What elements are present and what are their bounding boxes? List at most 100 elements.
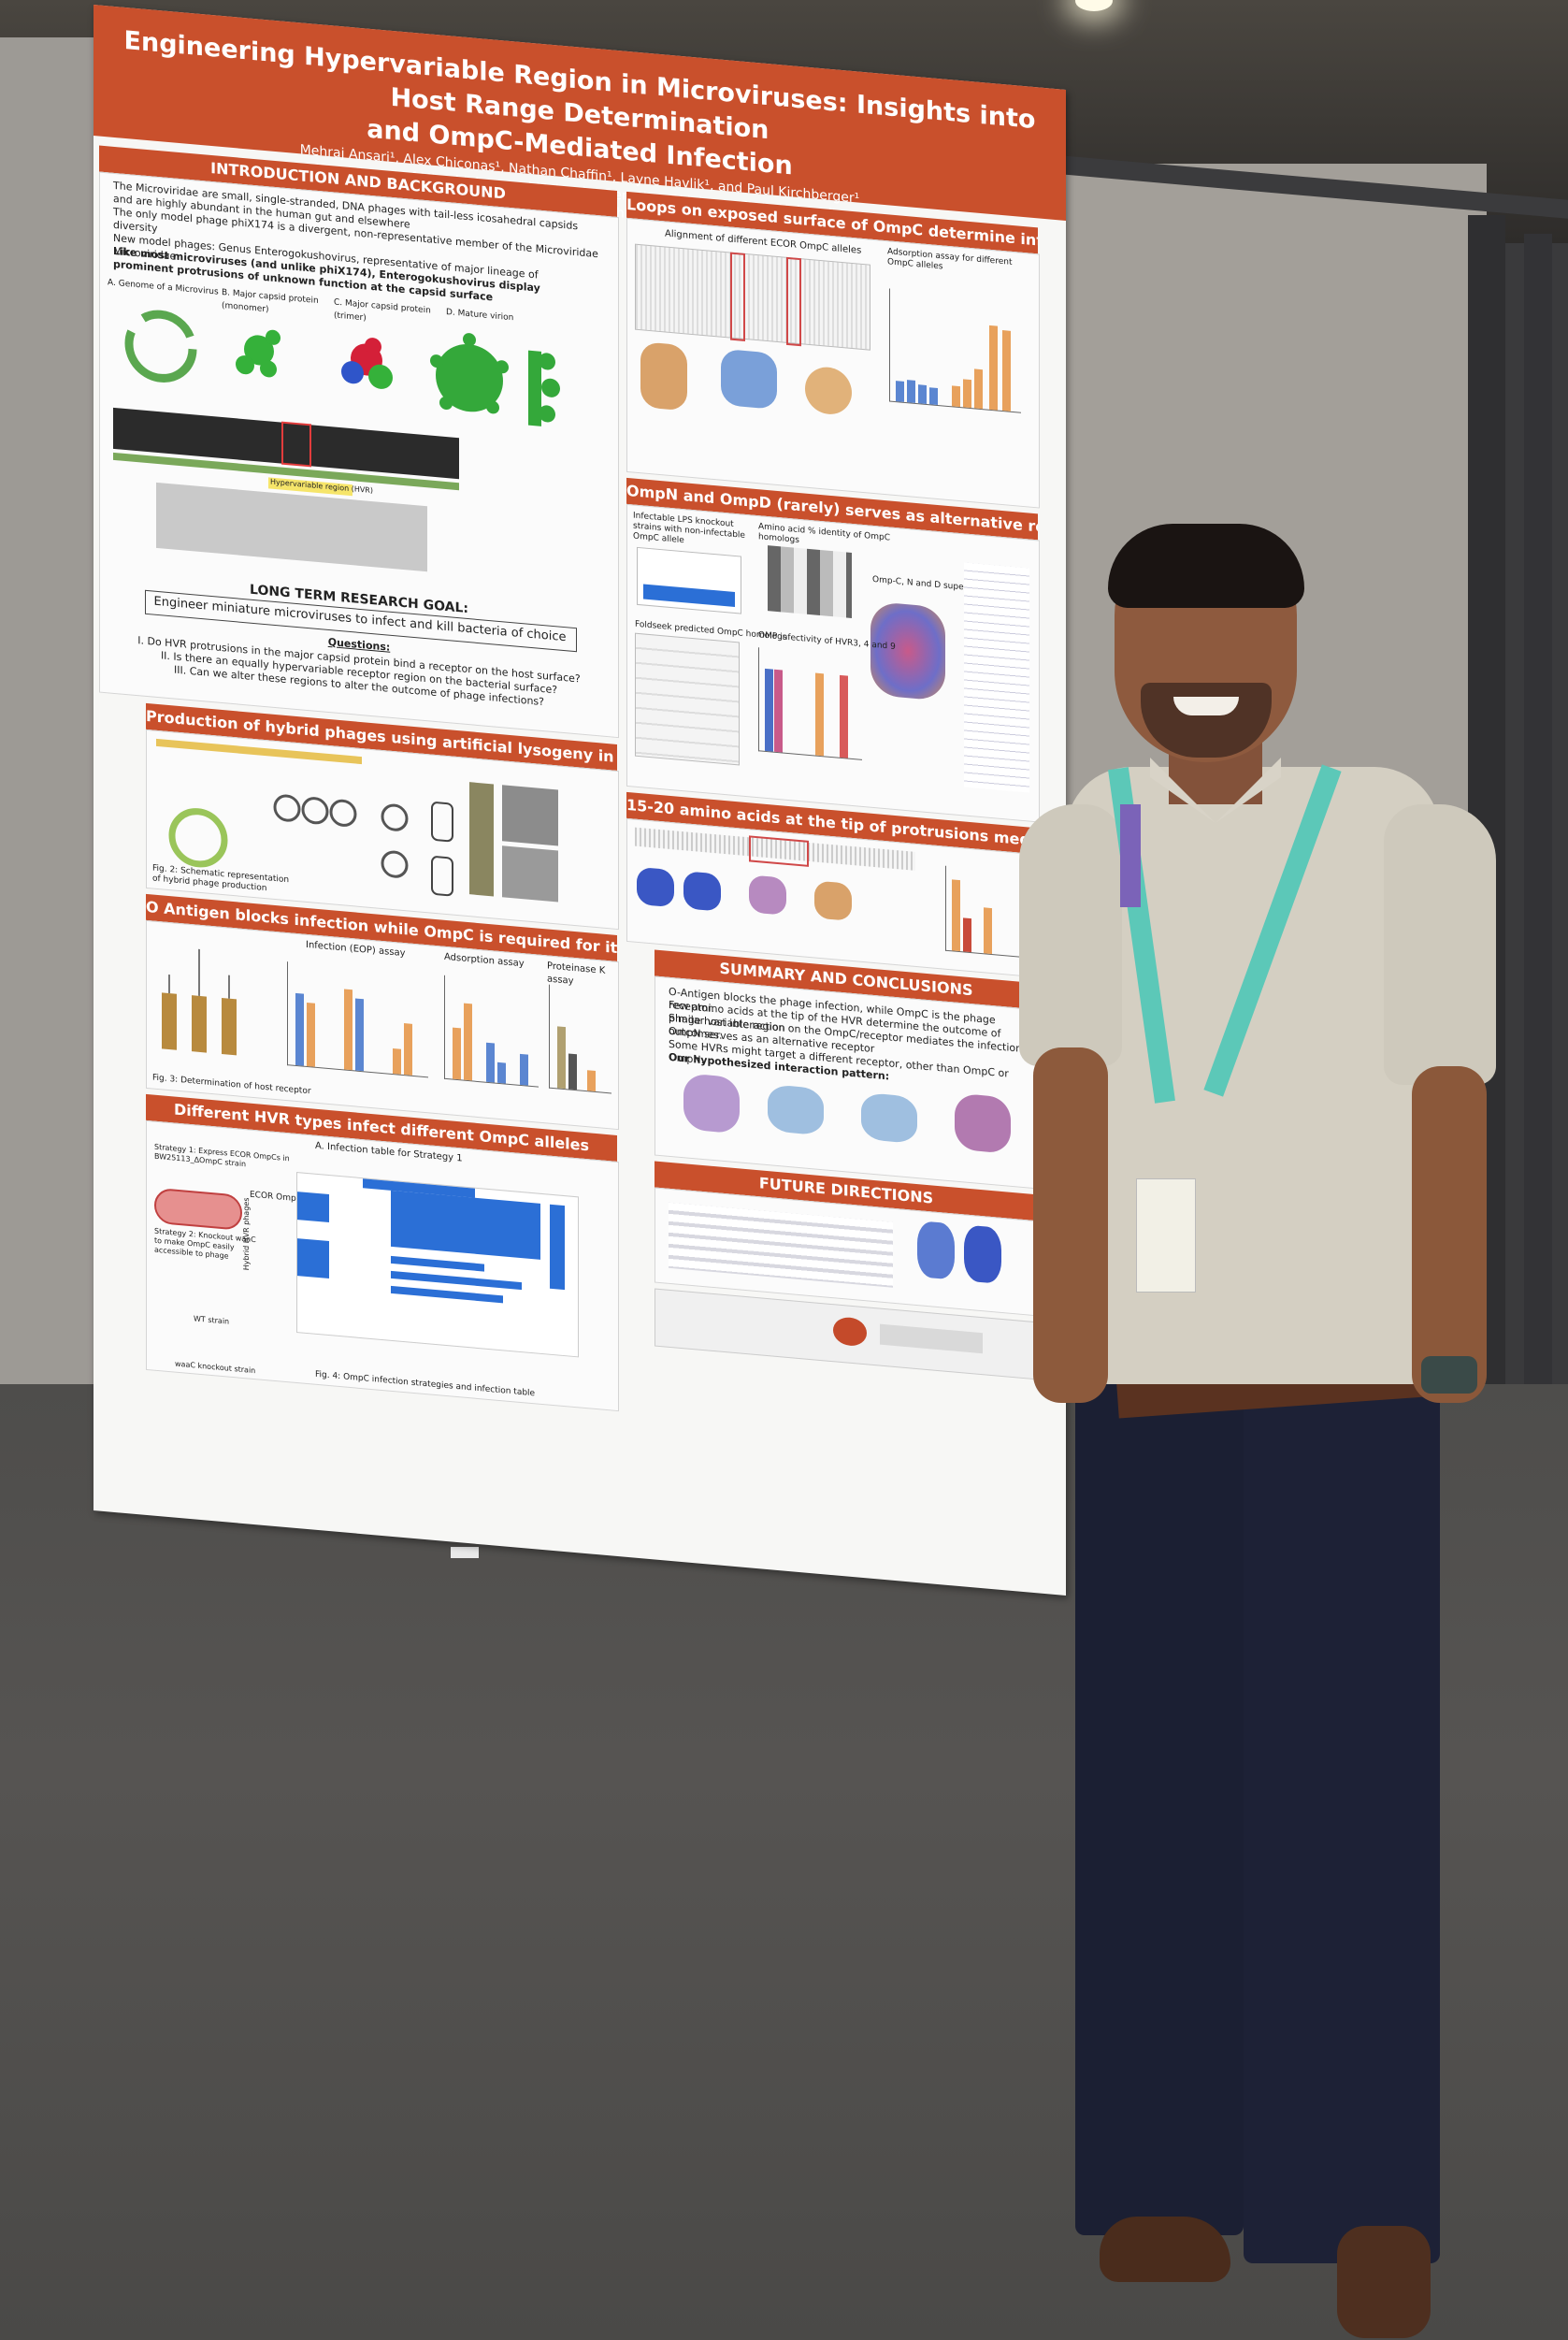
eop-bar-chart	[287, 961, 428, 1078]
chart-bar	[453, 1027, 461, 1080]
virion-closeup	[528, 350, 560, 426]
plaque-image	[502, 845, 558, 903]
presenter-left-arm	[1033, 1047, 1108, 1403]
tip-highlight	[749, 835, 809, 867]
chart-bar	[840, 674, 848, 758]
wt-strain-label: WT strain	[194, 1314, 230, 1326]
ompc-structure	[721, 348, 777, 410]
name-badge	[1136, 1178, 1196, 1293]
hvr-label-box	[268, 477, 352, 497]
ompc-structure	[805, 365, 852, 416]
loops-adsorption-label: Adsorption assay for different OmpC alle…	[887, 247, 1013, 272]
department-logo	[880, 1323, 983, 1354]
capsid-monomer	[236, 329, 281, 378]
chart-bar	[587, 1070, 596, 1091]
ceiling-light	[1075, 0, 1113, 11]
chart-bar	[984, 906, 992, 955]
summary-panel: O-Antigen blocks the phage infection, wh…	[655, 975, 1040, 1190]
adsorption-chart	[889, 288, 1021, 413]
research-poster: Engineering Hypervariable Region in Micr…	[94, 5, 1066, 1596]
sequence-alignment	[156, 482, 427, 572]
presenter-left-sleeve	[1019, 804, 1122, 1066]
chart-bar	[765, 668, 773, 752]
presenter-right-shoe	[1337, 2226, 1431, 2338]
gene-map	[113, 452, 459, 491]
plaque-image	[502, 785, 558, 846]
table-block	[297, 1238, 329, 1279]
chart-bar	[963, 917, 971, 953]
hybrid-panel: Fig. 2: Schematic representation of hybr…	[146, 729, 619, 931]
chart-bar	[393, 1047, 401, 1075]
presenter-right-leg	[1244, 1365, 1440, 2263]
strategy1-text: Strategy 1: Express ECOR OmpCs in BW2511…	[154, 1142, 290, 1169]
table-block	[297, 1192, 329, 1223]
chart-bar	[907, 380, 915, 403]
plasmid-circle	[168, 808, 228, 868]
adsorption-bar-chart	[444, 975, 539, 1088]
tube-icons	[431, 802, 453, 897]
chart-bar	[295, 992, 304, 1066]
chart-bar	[963, 379, 971, 409]
identity-heatmap	[768, 545, 852, 618]
chart-bar	[568, 1052, 577, 1091]
presenter	[1010, 524, 1568, 2338]
chart-bar	[464, 1003, 472, 1081]
plate-image	[469, 782, 494, 897]
chart-bar	[989, 325, 998, 411]
table-block	[643, 584, 735, 608]
future-blurred-text	[669, 1202, 893, 1288]
chart-bar	[974, 368, 983, 410]
alignment-highlight	[786, 256, 801, 347]
future-illustration	[964, 1224, 1001, 1284]
foldseek-table	[635, 632, 740, 766]
presenter-smile	[1173, 697, 1239, 715]
chart-bar	[896, 381, 904, 402]
hvr-structure	[814, 880, 852, 921]
chart-bar	[1002, 329, 1011, 412]
chart-bar	[929, 387, 938, 406]
table-block	[550, 1204, 565, 1291]
table-block	[391, 1285, 503, 1304]
ompn-ko-label: Infectable LPS knockout strains with non…	[633, 511, 745, 546]
hvr-structure	[637, 866, 674, 908]
lps-strain-illustration	[162, 948, 237, 1056]
hvr-panel: A. Infection table for Strategy 1 Strate…	[146, 1119, 619, 1412]
oantigen-caption: Fig. 3: Determination of host receptor	[152, 1073, 311, 1097]
presenter-watch	[1421, 1356, 1477, 1394]
fig1-label-d: D. Mature virion	[446, 307, 514, 324]
future-illustration	[917, 1221, 955, 1280]
genome-ring	[124, 310, 197, 383]
intro-panel: The Microviridae are small, single-stran…	[99, 171, 619, 739]
lanyard-ribbon	[1120, 804, 1141, 907]
presenter-right-sleeve	[1384, 804, 1496, 1085]
hvr-alignment-track	[113, 407, 459, 480]
interaction-illustration	[768, 1084, 824, 1136]
presenter-left-shoe	[1100, 2217, 1230, 2282]
interaction-illustration	[955, 1092, 1011, 1154]
presenter-right-arm	[1412, 1066, 1487, 1403]
alignment-grid	[635, 243, 870, 351]
floor-tape	[451, 1547, 479, 1558]
presenter-left-leg	[1075, 1365, 1244, 2235]
chart-bar	[952, 385, 960, 408]
presenter-beard	[1141, 683, 1272, 758]
alignment-highlight	[730, 252, 745, 341]
chart-bar	[404, 1023, 412, 1076]
hybrid-phages-label: Hybrid HVR phages	[242, 1197, 251, 1271]
chart-bar	[774, 669, 783, 753]
hvr-caption: Fig. 4: OmpC infection strategies and in…	[315, 1369, 536, 1399]
interaction-illustration	[861, 1091, 917, 1145]
hvr-marker	[281, 421, 311, 468]
chart-bar	[344, 989, 352, 1071]
chart-bar	[815, 672, 824, 757]
university-logo	[833, 1316, 867, 1348]
interaction-illustration	[683, 1073, 740, 1134]
infection-table	[296, 1171, 579, 1358]
hybrid-schematic	[156, 738, 558, 903]
ompd-chart	[758, 647, 862, 760]
proteinase-bar-chart	[549, 984, 611, 1094]
oantigen-label-infection: Infection (EOP) assay	[306, 939, 406, 960]
ompn-panel: Infectable LPS knockout strains with non…	[626, 503, 1040, 823]
assembly-circles	[273, 794, 409, 878]
ko-table	[637, 546, 741, 614]
